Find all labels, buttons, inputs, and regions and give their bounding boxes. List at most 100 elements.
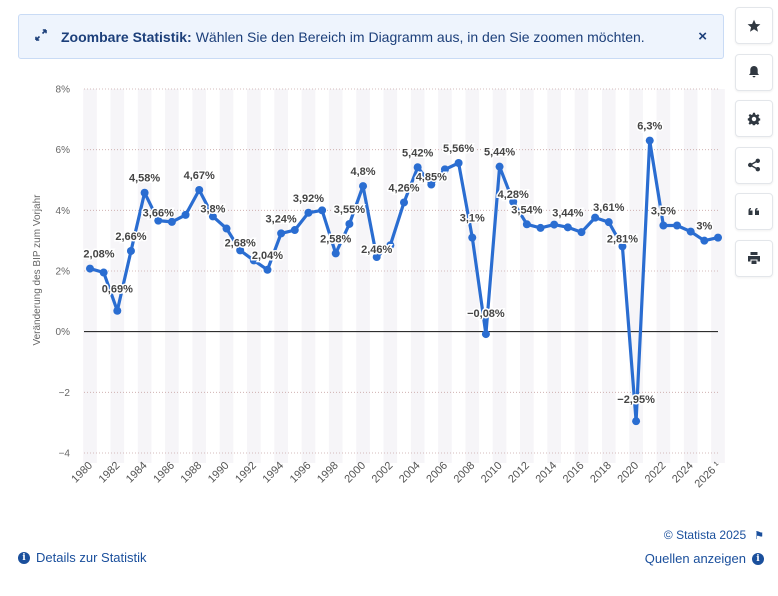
data-point: [331, 249, 340, 258]
data-label: 3%: [696, 221, 712, 233]
data-point: [222, 224, 231, 233]
settings-button[interactable]: [735, 100, 773, 137]
x-tick-label: 2004: [397, 460, 423, 486]
data-label: 2,58%: [320, 233, 351, 245]
y-axis-label: Veränderung des BIP zum Vorjahr: [32, 194, 43, 346]
data-point: [86, 264, 94, 273]
data-label: 3,24%: [266, 213, 297, 225]
x-tick-label: 1988: [179, 460, 205, 486]
data-point: [481, 330, 490, 339]
data-label: 5,42%: [402, 147, 433, 159]
year-band: [274, 89, 288, 463]
share-icon: [748, 158, 760, 172]
data-label: 2,81%: [607, 233, 638, 245]
favorite-button[interactable]: [735, 7, 773, 44]
print-button[interactable]: [735, 239, 773, 277]
sources-link[interactable]: Quellen anzeigen i: [645, 551, 764, 566]
year-band: [711, 89, 725, 463]
data-point: [263, 265, 272, 274]
data-point: [604, 218, 613, 227]
data-label: 0,69%: [102, 284, 133, 296]
data-point: [236, 246, 245, 255]
data-point: [318, 206, 327, 215]
data-label: 5,44%: [484, 147, 515, 159]
data-label: 3,55%: [334, 204, 365, 216]
data-point: [413, 163, 422, 172]
data-label: 2,66%: [115, 231, 146, 243]
gdp-line-chart[interactable]: −4−20%2%4%6%8% 1980 1982 1984 1986 1988 1990 1…: [0, 70, 735, 510]
data-point: [509, 197, 518, 206]
data-point: [249, 256, 258, 265]
x-tick-label: 1980: [69, 460, 95, 486]
data-point: [522, 220, 531, 229]
quote-icon: [748, 207, 759, 215]
bell-icon: [749, 66, 759, 78]
year-band: [574, 89, 589, 463]
data-label: 5,56%: [443, 143, 474, 155]
copyright-notice[interactable]: © Statista 2025 ⚑: [664, 528, 764, 542]
y-tick-label: 4%: [56, 206, 71, 217]
x-tick-label: 1982: [97, 460, 123, 486]
year-band: [383, 89, 398, 463]
year-band: [192, 89, 207, 463]
y-axis-ticks: −4 −2 0% 2% 4% 6% 8%: [56, 85, 71, 460]
details-link[interactable]: i Details zur Statistik: [18, 550, 147, 565]
data-point: [277, 229, 286, 238]
x-tick-label: 1990: [206, 460, 232, 486]
data-label: 3,8%: [200, 203, 225, 215]
data-label: 6,3%: [637, 121, 662, 133]
x-tick-label: 2000: [342, 460, 368, 486]
data-point: [714, 233, 722, 242]
share-button[interactable]: [735, 146, 773, 184]
data-point: [659, 221, 668, 230]
data-point: [345, 219, 354, 228]
x-tick-label: 2008: [452, 460, 478, 486]
expand-arrows-icon[interactable]: [35, 27, 49, 45]
x-axis-ticks: 1980 1982 1984 1986 1988 1990 1992 1994 1996 1998…: [69, 459, 723, 490]
y-tick-label: 8%: [56, 85, 71, 96]
x-tick-label: 2012: [506, 460, 532, 486]
x-tick-label: 1992: [233, 460, 259, 486]
data-point: [400, 198, 408, 207]
y-tick-label: −2: [59, 388, 71, 399]
banner-text: Wählen Sie den Bereich im Diagramm aus, …: [195, 29, 645, 45]
zoom-info-banner: Zoombare Statistik: Wählen Sie den Bereic…: [18, 14, 724, 59]
data-point: [645, 136, 654, 145]
x-tick-label: 1994: [260, 460, 286, 486]
year-band: [683, 89, 698, 463]
close-banner-button[interactable]: ×: [698, 28, 707, 45]
data-point: [577, 228, 586, 237]
data-point: [618, 242, 627, 251]
data-label: 4,67%: [184, 170, 215, 182]
copyright-text: © Statista 2025: [663, 528, 747, 542]
data-point: [154, 216, 163, 225]
year-band: [410, 89, 425, 463]
year-band: [137, 89, 152, 463]
star-icon: [747, 19, 761, 32]
data-point: [181, 210, 190, 219]
x-tick-label: 2018: [588, 460, 614, 486]
year-band: [547, 89, 561, 463]
data-point: [126, 246, 135, 255]
cite-button[interactable]: [735, 193, 773, 230]
year-band: [601, 89, 616, 463]
data-label: −2,95%: [617, 394, 655, 406]
flag-icon: ⚑: [754, 529, 764, 542]
y-tick-label: 0%: [56, 327, 71, 338]
data-point: [686, 227, 695, 236]
x-tick-label: 2002: [370, 460, 396, 486]
x-tick-label: 2020: [615, 460, 641, 486]
data-point: [113, 306, 122, 315]
data-point: [454, 159, 463, 168]
info-icon: i: [752, 552, 764, 565]
data-label: 4,26%: [388, 182, 419, 194]
data-point: [386, 241, 395, 250]
year-band: [328, 89, 343, 463]
sources-label: Quellen anzeigen: [644, 551, 746, 566]
year-band: [247, 89, 261, 463]
side-toolbar: [735, 7, 773, 286]
data-point: [632, 417, 641, 426]
banner-title: Zoombare Statistik: Wählen Sie den Bereic…: [61, 27, 645, 47]
notification-button[interactable]: [735, 53, 773, 91]
data-label: −0,08%: [467, 308, 505, 320]
